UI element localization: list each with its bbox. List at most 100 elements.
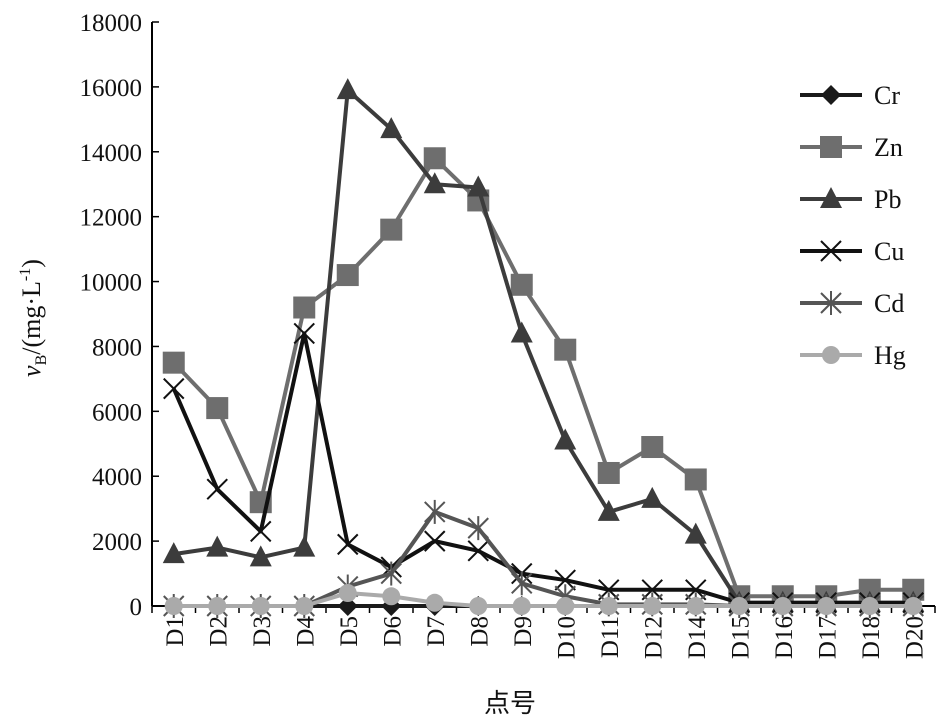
x-tick-label: D18 <box>858 616 885 659</box>
data-point-hg <box>773 597 792 615</box>
data-point-hg <box>512 597 531 615</box>
data-point-pb <box>554 428 577 450</box>
series-line-zn <box>172 156 914 599</box>
data-point-hg <box>730 597 749 615</box>
data-point-hg <box>686 597 705 615</box>
data-point-hg <box>208 597 227 615</box>
data-point-pb <box>510 321 533 343</box>
data-point-cu-stroke <box>424 530 446 552</box>
y-tick-label: 8000 <box>92 334 142 361</box>
data-point-cu <box>554 569 576 591</box>
y-axis-title-superscript: -1 <box>17 268 34 281</box>
data-point-zn <box>206 397 229 420</box>
legend-marker-pb <box>820 187 842 208</box>
x-tick-label: D16 <box>771 616 798 659</box>
data-point-hg <box>556 597 575 615</box>
legend-label-zn: Zn <box>874 133 903 162</box>
data-point-cu-stroke <box>337 533 359 556</box>
data-point-cu-stroke <box>250 520 272 543</box>
data-point-pb <box>467 175 490 197</box>
data-point-cu-stroke <box>554 569 576 591</box>
x-tick-label: D2 <box>205 616 232 647</box>
data-point-pb <box>684 522 707 544</box>
y-tick-label: 4000 <box>92 464 142 491</box>
data-point-cu-stroke <box>206 478 228 500</box>
data-point-cu <box>206 478 228 500</box>
data-point-cr <box>337 596 358 616</box>
data-point-hg <box>425 593 444 612</box>
x-tick-label: D4 <box>292 616 319 647</box>
y-tick-label: 10000 <box>80 270 143 297</box>
data-point-zn <box>293 296 316 319</box>
data-point-zn <box>162 351 185 374</box>
data-point-pb <box>641 486 664 508</box>
data-point-zn <box>597 461 620 484</box>
data-point-pb <box>380 117 403 139</box>
data-point-hg <box>295 597 314 615</box>
series-cd <box>163 499 924 618</box>
x-tick-label: D11 <box>597 616 624 658</box>
y-tick-label: 14000 <box>80 140 143 167</box>
data-point-cu-stroke <box>467 540 489 562</box>
data-point-zn <box>380 218 403 241</box>
x-tick-label: D15 <box>727 616 754 659</box>
legend-marker-cd <box>820 291 842 315</box>
legend-item-cr: Cr <box>800 81 900 110</box>
data-point-hg <box>382 587 401 606</box>
legend-item-pb: Pb <box>800 185 901 214</box>
y-tick-label: 2000 <box>92 529 142 556</box>
data-point-cu-stroke <box>163 377 185 400</box>
data-point-cd <box>467 516 489 541</box>
data-point-hg <box>469 597 488 615</box>
x-tick-label: D12 <box>640 616 667 659</box>
y-tick-label: 12000 <box>80 205 143 232</box>
legend-marker-cr <box>821 85 841 105</box>
data-point-zn <box>554 338 577 361</box>
series-line-cd <box>173 509 914 608</box>
data-point-pb <box>293 535 316 557</box>
x-axis-ticks: D1 D2 D3 D4 D5 D6 D7 D8 D9 D10 D11 D12 D14 D15 D16 D17 D… <box>151 606 936 659</box>
legend-label-cr: Cr <box>874 81 900 110</box>
x-axis-title: 点号 <box>484 689 536 718</box>
data-point-hg <box>860 597 879 615</box>
plot-area <box>162 78 925 618</box>
data-point-zn <box>336 264 359 287</box>
data-point-zn <box>684 468 707 491</box>
legend: Cr Zn Pb Cu Cd Hg <box>800 81 906 370</box>
data-point-hg <box>817 597 836 615</box>
x-tick-label: D7 <box>423 616 450 647</box>
x-tick-label: D3 <box>249 616 276 647</box>
data-point-cu <box>293 322 315 345</box>
data-point-cu <box>337 533 359 556</box>
data-point-pb <box>423 172 446 194</box>
data-point-zn <box>902 578 925 601</box>
x-tick-label: D9 <box>510 616 537 647</box>
data-point-zn <box>641 436 664 459</box>
data-point-hg <box>338 584 357 603</box>
y-axis-ticks: 0 2000 4000 6000 8000 10000 12000 14000 16000 180… <box>80 10 159 621</box>
x-tick-label: D5 <box>336 616 363 647</box>
legend-item-cd: Cd <box>800 289 904 318</box>
data-point-cd <box>380 561 402 586</box>
data-point-cu <box>250 520 272 543</box>
legend-item-hg: Hg <box>800 341 906 370</box>
data-point-zn <box>510 273 533 296</box>
y-axis-title-close: ) <box>17 259 46 268</box>
y-tick-label: 6000 <box>92 399 142 426</box>
legend-item-zn: Zn <box>800 133 903 162</box>
series-line-cu <box>171 331 914 605</box>
legend-label-pb: Pb <box>874 185 901 214</box>
data-point-pb <box>162 542 185 564</box>
data-point-zn <box>423 147 446 170</box>
y-tick-label: 18000 <box>80 10 143 37</box>
data-point-hg <box>904 597 923 615</box>
y-axis-title: vB/(mg·L-1) <box>17 259 50 377</box>
series-cu <box>163 322 924 614</box>
data-point-cd <box>511 571 533 596</box>
x-tick-label: D10 <box>553 616 580 659</box>
y-axis-title-unit: /(mg·L <box>17 281 46 355</box>
data-point-cu <box>424 530 446 552</box>
legend-marker-hg <box>822 346 840 364</box>
data-point-cu-stroke <box>293 322 315 345</box>
series-hg <box>164 584 923 615</box>
